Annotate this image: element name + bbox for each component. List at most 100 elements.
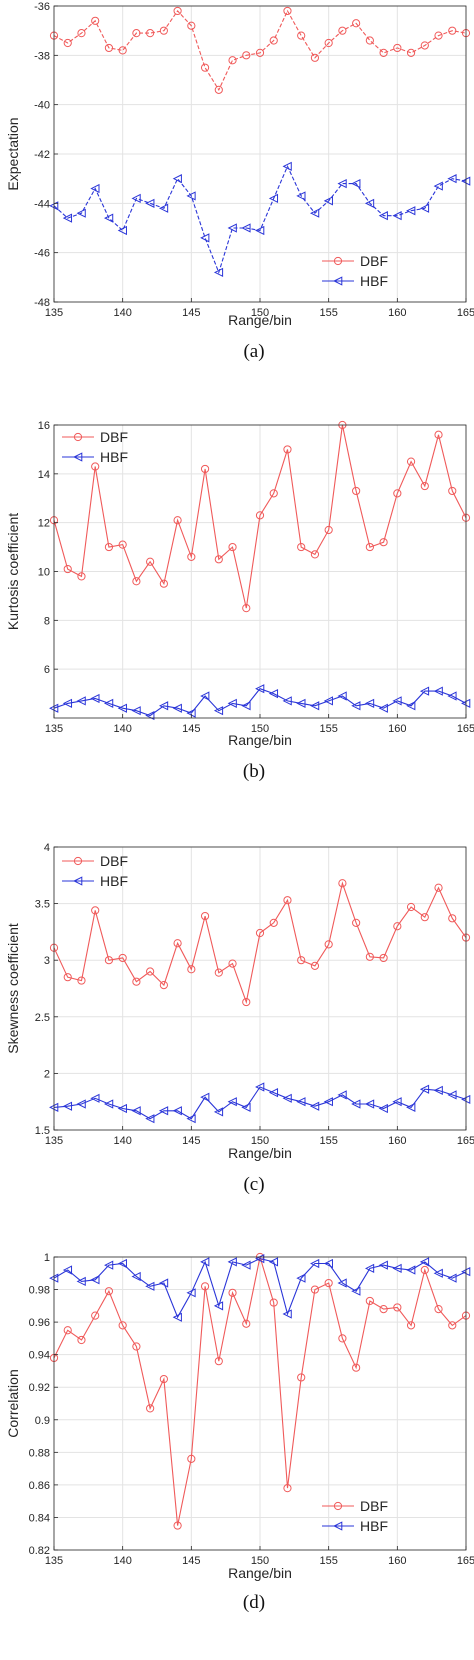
chart-2-point-dbf: [214, 968, 223, 977]
chart-1-point-hbf: [310, 701, 320, 711]
chart-3-point-dbf: [365, 1296, 374, 1306]
chart-0-point-dbf: [173, 6, 182, 16]
chart-2-point-dbf: [324, 940, 333, 949]
chart-0-x-tick-label: 155: [319, 307, 337, 319]
chart-1-point-dbf: [324, 525, 333, 535]
chart-1-point-dbf: [420, 481, 429, 491]
chart-2-point-hbf: [255, 1082, 265, 1092]
chart-3-point-hbf: [351, 1286, 361, 1296]
chart-2-point-dbf: [242, 997, 251, 1007]
chart-1-y-tick-label: 16: [38, 420, 50, 432]
chart-0-y-tick-label: -48: [34, 297, 50, 309]
chart-2-point-dbf: [228, 959, 237, 968]
chart-2-point-dbf: [393, 922, 402, 931]
chart-3-legend-label-hbf: HBF: [360, 1518, 388, 1534]
chart-1-point-dbf: [187, 552, 196, 561]
chart-2-point-hbf: [172, 1106, 182, 1116]
chart-1-point-dbf: [310, 550, 320, 559]
chart-3-y-tick-label: 0.92: [29, 1382, 50, 1394]
chart-3-point-dbf: [159, 1374, 168, 1384]
chart-1-point-hbf: [117, 703, 127, 713]
chart-0-point-dbf: [338, 26, 347, 35]
chart-0-point-dbf: [118, 46, 127, 55]
chart-3-point-dbf: [283, 1484, 292, 1493]
chart-2-point-hbf: [62, 1101, 73, 1111]
chart-1-series-dbf-line: [53, 424, 467, 609]
chart-3-x-tick-label: 165: [457, 1555, 474, 1567]
chart-3-x-tick-label: 160: [388, 1555, 406, 1567]
chart-2-point-dbf: [159, 981, 168, 990]
chart-1-point-dbf: [228, 542, 237, 552]
chart-3-y-tick-label: 0.96: [29, 1317, 50, 1329]
chart-3-point-hbf: [186, 1288, 196, 1298]
chart-2-x-tick-label: 145: [182, 1135, 200, 1147]
chart-3-y-tick-label: 0.88: [29, 1447, 50, 1459]
chart-2-point-hbf: [364, 1099, 375, 1109]
chart-0-point-dbf: [393, 43, 402, 53]
chart-0-point-dbf: [283, 6, 292, 16]
chart-3-point-dbf: [448, 1321, 457, 1330]
chart-2-point-hbf: [145, 1114, 155, 1124]
chart-3-y-axis-label: Correlation: [5, 1369, 21, 1437]
chart-1-x-tick-label: 165: [457, 723, 474, 735]
chart-2-point-hbf: [296, 1097, 306, 1107]
chart-3-series-hbf-line: [53, 1258, 467, 1319]
chart-1-series-hbf-line: [53, 688, 467, 717]
chart-1-point-hbf: [227, 698, 237, 708]
chart-2-y-tick-label: 4: [44, 842, 50, 854]
chart-1-point-dbf: [406, 457, 416, 466]
chart-3-point-dbf: [132, 1342, 141, 1351]
chart-1-y-tick-label: 10: [38, 567, 50, 579]
chart-1-point-dbf: [146, 557, 155, 566]
chart-2-point-dbf: [434, 883, 443, 892]
chart-3-point-hbf: [364, 1263, 375, 1274]
chart-0-y-tick-label: -38: [34, 50, 50, 62]
chart-2-point-hbf: [351, 1099, 361, 1109]
chart-2-point-hbf: [310, 1101, 320, 1111]
chart-0-point-dbf: [214, 85, 223, 94]
chart-1-x-tick-label: 160: [388, 723, 406, 735]
chart-1-x-tick-label: 135: [45, 723, 63, 735]
chart-1-point-hbf: [158, 701, 169, 711]
chart-2-point-dbf: [338, 879, 347, 888]
chart-3-point-dbf: [406, 1321, 416, 1330]
chart-2-point-hbf: [76, 1099, 86, 1109]
chart-0-series-dbf-line: [53, 9, 467, 92]
chart-1-point-dbf: [132, 577, 141, 586]
chart-3-point-hbf: [323, 1258, 333, 1269]
chart-2-point-dbf: [200, 911, 210, 921]
chart-0-point-hbf: [282, 161, 292, 171]
chart-3-x-tick-label: 150: [251, 1555, 269, 1567]
chart-1-y-tick-label: 8: [44, 615, 50, 627]
chart-0-point-dbf: [200, 63, 210, 72]
chart-3-point-dbf: [118, 1321, 127, 1330]
chart-1-legend-label-dbf: DBF: [100, 429, 128, 445]
chart-1-y-tick-label: 14: [38, 469, 50, 481]
chart-3-point-dbf: [379, 1304, 388, 1314]
chart-1-legend: DBF HBF: [62, 429, 128, 465]
chart-2-point-hbf: [158, 1106, 169, 1116]
chart-2-point-dbf: [365, 952, 374, 961]
chart-2-x-tick-label: 140: [113, 1135, 131, 1147]
chart-2-point-hbf: [131, 1106, 141, 1116]
chart-3-point-dbf: [338, 1334, 347, 1343]
chart-2-point-hbf: [337, 1090, 347, 1100]
chart-3-point-dbf: [187, 1454, 196, 1463]
chart-3-point-hbf: [392, 1263, 402, 1274]
chart-1-point-dbf: [434, 430, 443, 439]
chart-3-point-hbf: [200, 1257, 210, 1267]
chart-1-point-hbf: [200, 691, 210, 701]
chart-1-caption: (b): [243, 761, 265, 782]
chart-1-point-hbf: [255, 684, 265, 694]
chart-1-point-hbf: [145, 710, 155, 721]
chart-2-point-hbf: [200, 1092, 210, 1102]
chart-3-point-hbf: [296, 1273, 306, 1283]
chart-3-point-dbf: [420, 1265, 429, 1275]
chart-3-y-tick-label: 0.9: [35, 1415, 50, 1427]
chart-1-point-dbf: [255, 511, 265, 520]
chart-1-point-dbf: [269, 489, 278, 498]
chart-3-point-dbf: [352, 1363, 361, 1372]
chart-2-point-dbf: [91, 906, 100, 915]
chart-2-y-tick-label: 3: [44, 955, 50, 967]
chart-1-point-dbf: [242, 604, 251, 613]
